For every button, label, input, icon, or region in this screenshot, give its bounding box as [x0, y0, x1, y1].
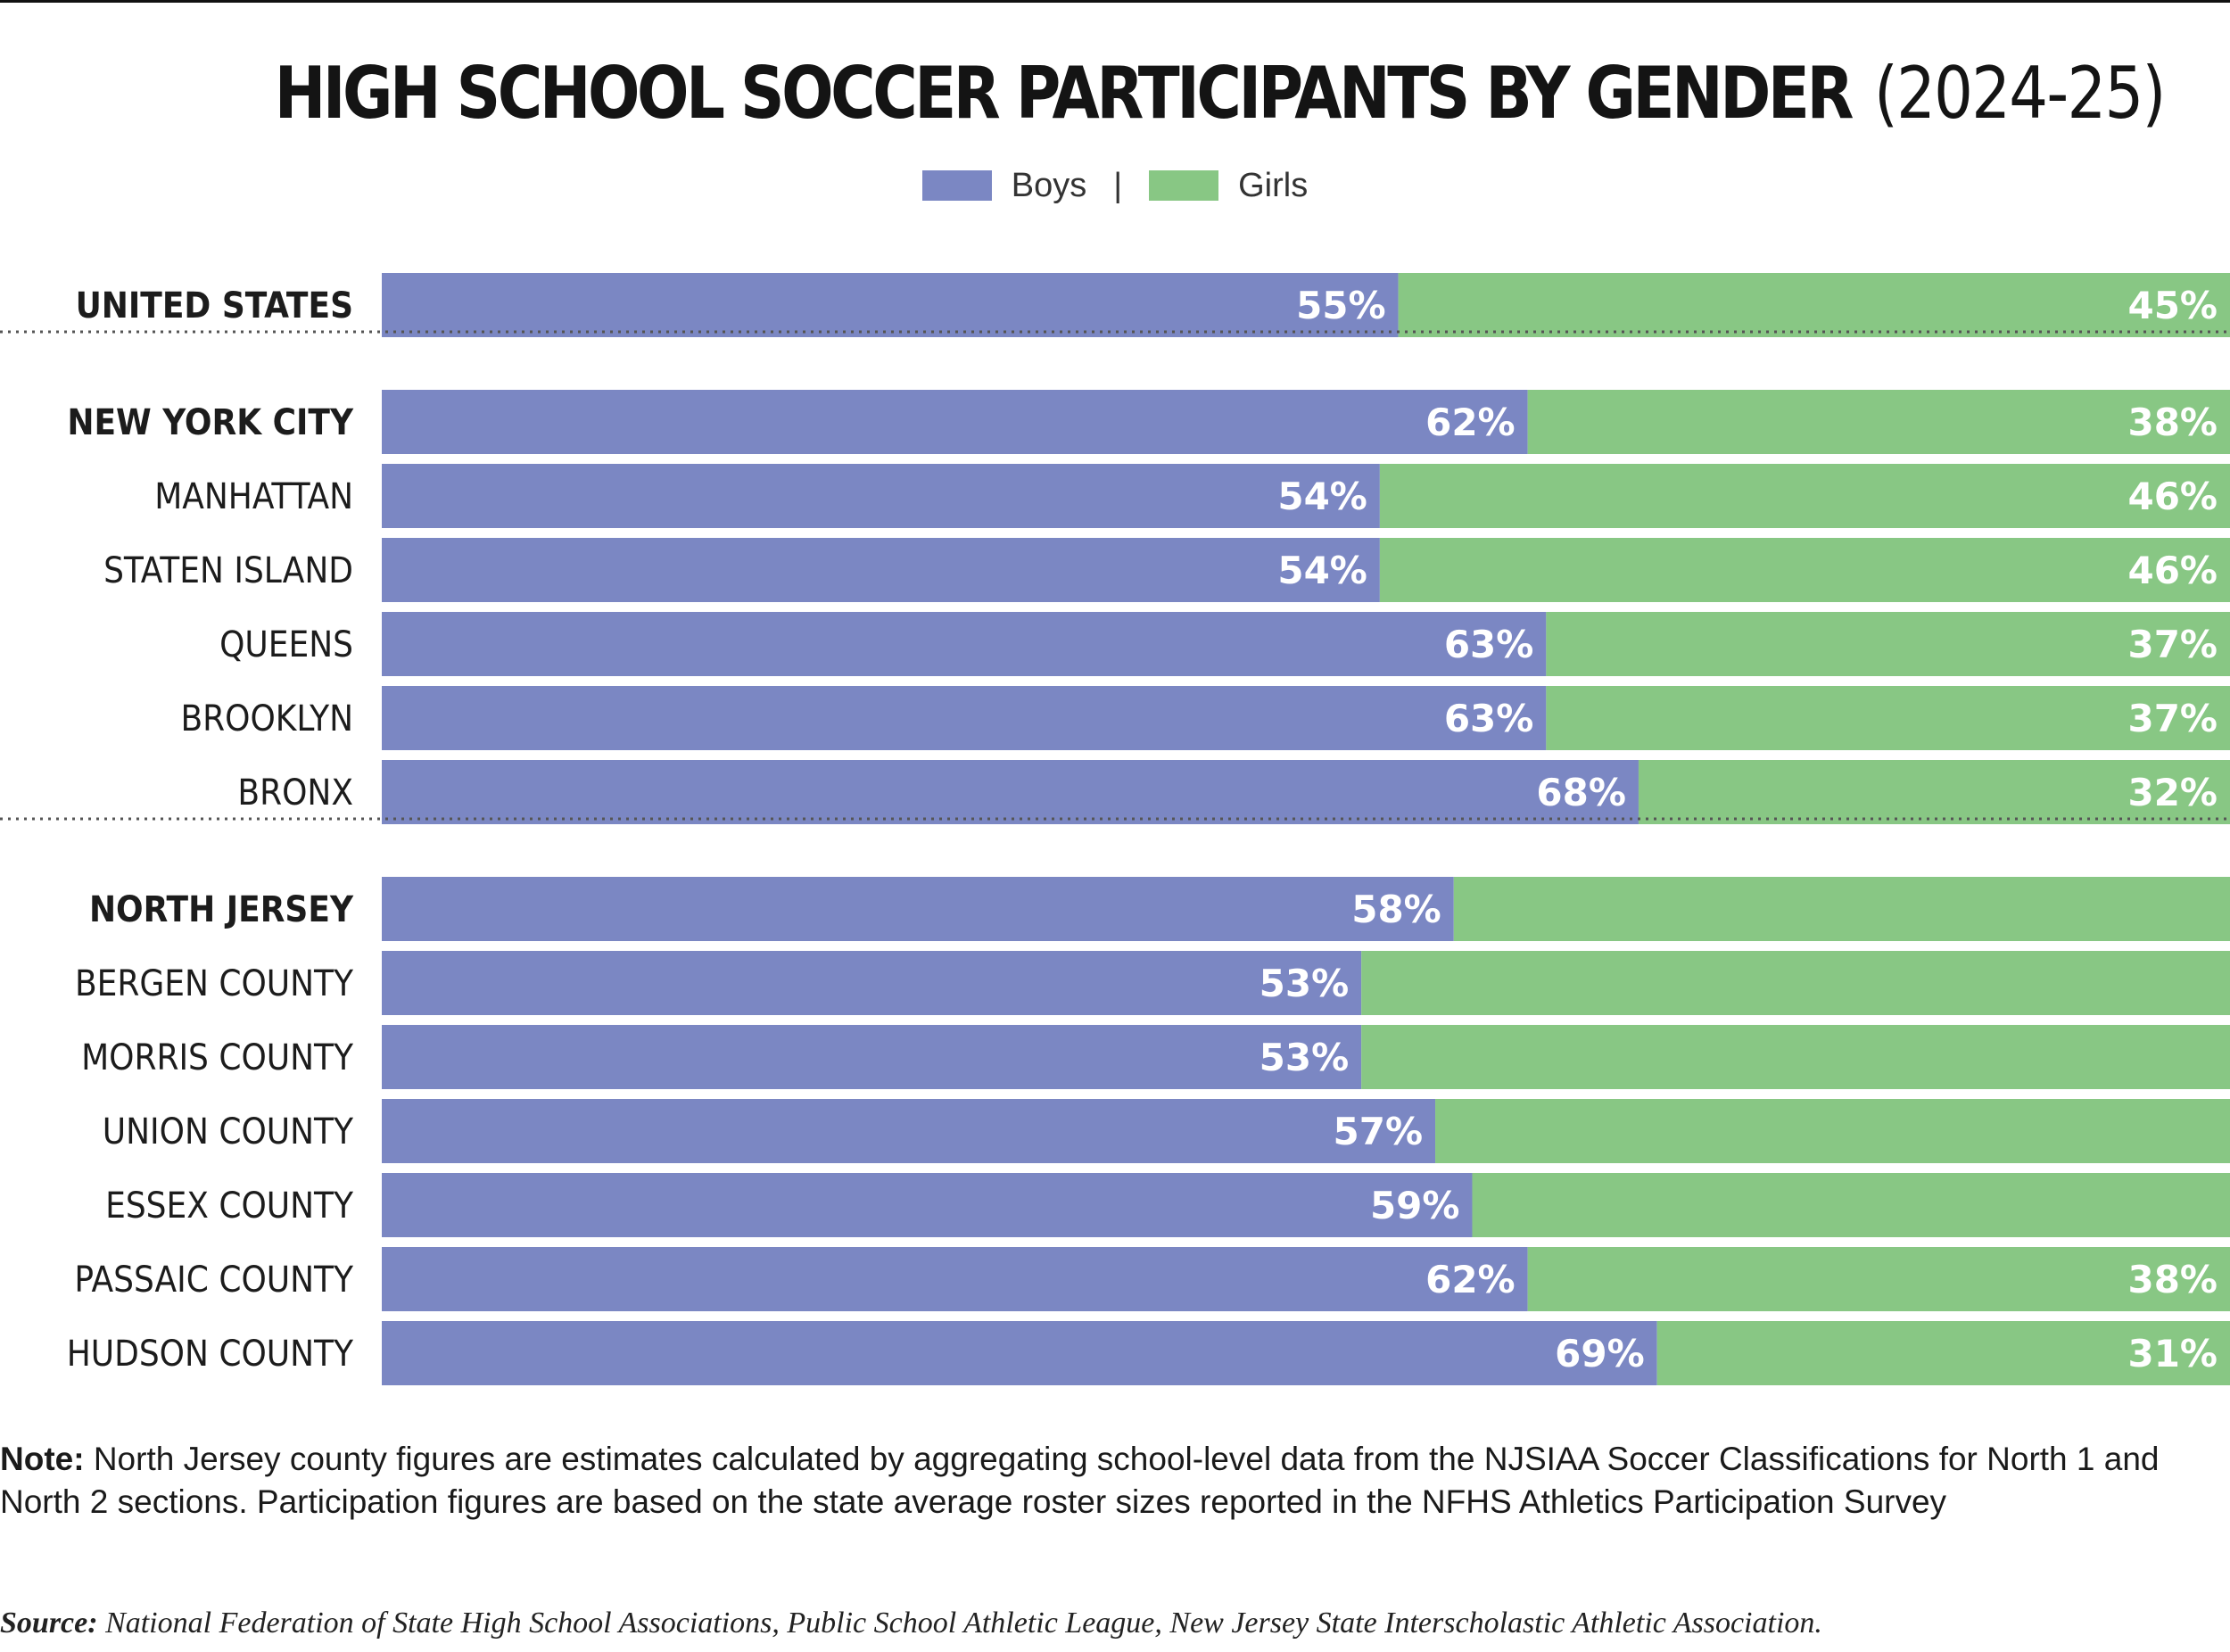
- bar-boys-united-states: [382, 273, 1399, 337]
- value-label-boys-morris-county: 53%: [1260, 1036, 1350, 1079]
- legend: Boys | Girls: [0, 161, 2230, 211]
- value-label-girls-staten-island: 46%: [2127, 549, 2218, 592]
- source: Source: National Federation of State Hig…: [0, 1604, 2212, 1643]
- legend-label-boys: Boys: [1011, 166, 1087, 204]
- row-label-staten-island: STATEN ISLAND: [103, 550, 353, 591]
- value-label-boys-manhattan: 54%: [1277, 475, 1367, 518]
- bar-boys-new-york-city: [382, 390, 1528, 454]
- value-label-boys-bronx: 68%: [1536, 771, 1626, 814]
- bar-boys-north-jersey: [382, 877, 1454, 941]
- legend-separator: |: [1113, 166, 1123, 204]
- chart-title: HIGH SCHOOL SOCCER PARTICIPANTS BY GENDE…: [0, 36, 2230, 152]
- value-label-boys-united-states: 55%: [1296, 284, 1386, 327]
- note: Note: North Jersey county figures are es…: [0, 1438, 2176, 1524]
- bar-girls-bronx: [1638, 760, 2230, 824]
- bar-boys-brooklyn: [382, 686, 1547, 750]
- value-label-boys-hudson-county: 69%: [1555, 1332, 1645, 1375]
- bar-boys-passaic-county: [382, 1247, 1528, 1311]
- bar-boys-essex-county: [382, 1173, 1473, 1237]
- bar-boys-staten-island: [382, 538, 1380, 602]
- row-label-brooklyn: BROOKLYN: [180, 698, 353, 739]
- row-label-bergen-county: BERGEN COUNTY: [75, 963, 354, 1004]
- bar-girls-manhattan: [1379, 464, 2230, 528]
- value-label-girls-queens: 37%: [2127, 623, 2218, 666]
- value-label-boys-brooklyn: 63%: [1444, 697, 1534, 740]
- legend-swatch-boys: [921, 170, 992, 201]
- bar-girls-union-county: [1435, 1099, 2230, 1163]
- bar-girls-staten-island: [1379, 538, 2230, 602]
- stacked-bar-chart: UNITED STATES 55% 45% NEW YORK CITY 62% 38% MA…: [0, 273, 2230, 1385]
- value-label-girls-manhattan: 46%: [2127, 475, 2218, 518]
- bar-girls-hudson-county: [1656, 1321, 2230, 1385]
- legend-swatch-girls: [1149, 170, 1219, 201]
- value-label-boys-passaic-county: 62%: [1425, 1258, 1516, 1301]
- bar-girls-queens: [1546, 612, 2230, 676]
- value-label-boys-staten-island: 54%: [1277, 549, 1367, 592]
- value-label-boys-queens: 63%: [1444, 623, 1534, 666]
- value-label-girls-brooklyn: 37%: [2127, 697, 2218, 740]
- value-label-girls-new-york-city: 38%: [2127, 401, 2218, 444]
- row-label-new-york-city: NEW YORK CITY: [67, 402, 354, 443]
- bar-girls-new-york-city: [1527, 390, 2230, 454]
- value-label-boys-bergen-county: 53%: [1260, 962, 1350, 1005]
- row-label-north-jersey: NORTH JERSEY: [89, 889, 354, 930]
- legend-label-girls: Girls: [1238, 166, 1309, 204]
- source-label: Source:: [0, 1607, 98, 1640]
- bar-boys-manhattan: [382, 464, 1380, 528]
- note-text: North Jersey county figures are estimate…: [0, 1441, 2160, 1520]
- bar-girls-bergen-county: [1361, 951, 2230, 1015]
- bar-boys-queens: [382, 612, 1547, 676]
- value-label-girls-united-states: 45%: [2127, 284, 2218, 327]
- row-label-queens: QUEENS: [219, 624, 353, 665]
- value-label-girls-hudson-county: 31%: [2127, 1332, 2218, 1375]
- bar-girls-passaic-county: [1527, 1247, 2230, 1311]
- row-label-bronx: BRONX: [237, 772, 353, 814]
- bar-boys-hudson-county: [382, 1321, 1657, 1385]
- value-label-girls-bronx: 32%: [2127, 771, 2218, 814]
- bar-boys-bergen-county: [382, 951, 1362, 1015]
- bar-girls-north-jersey: [1453, 877, 2230, 941]
- bar-girls-brooklyn: [1546, 686, 2230, 750]
- value-label-boys-new-york-city: 62%: [1425, 401, 1516, 444]
- chart-title-year: (2024-25): [1873, 52, 2166, 135]
- bar-girls-morris-county: [1361, 1025, 2230, 1089]
- row-label-union-county: UNION COUNTY: [103, 1111, 354, 1152]
- bar-girls-united-states: [1398, 273, 2230, 337]
- value-label-boys-essex-county: 59%: [1370, 1184, 1460, 1227]
- bar-girls-essex-county: [1472, 1173, 2230, 1237]
- value-label-boys-union-county: 57%: [1334, 1110, 1424, 1153]
- source-text: National Federation of State High School…: [105, 1607, 1822, 1640]
- row-label-manhattan: MANHATTAN: [154, 476, 353, 517]
- value-label-girls-passaic-county: 38%: [2127, 1258, 2218, 1301]
- row-label-morris-county: MORRIS COUNTY: [81, 1037, 354, 1078]
- row-label-hudson-county: HUDSON COUNTY: [67, 1334, 354, 1375]
- row-label-united-states: UNITED STATES: [76, 285, 353, 326]
- bar-boys-union-county: [382, 1099, 1436, 1163]
- value-label-boys-north-jersey: 58%: [1351, 888, 1441, 931]
- row-label-essex-county: ESSEX COUNTY: [105, 1185, 354, 1227]
- row-label-passaic-county: PASSAIC COUNTY: [74, 1260, 354, 1301]
- chart-title-main: HIGH SCHOOL SOCCER PARTICIPANTS BY GENDE…: [275, 52, 1854, 135]
- bar-boys-bronx: [382, 760, 1639, 824]
- top-rule: [0, 0, 2230, 3]
- note-label: Note:: [0, 1441, 85, 1477]
- bar-boys-morris-county: [382, 1025, 1362, 1089]
